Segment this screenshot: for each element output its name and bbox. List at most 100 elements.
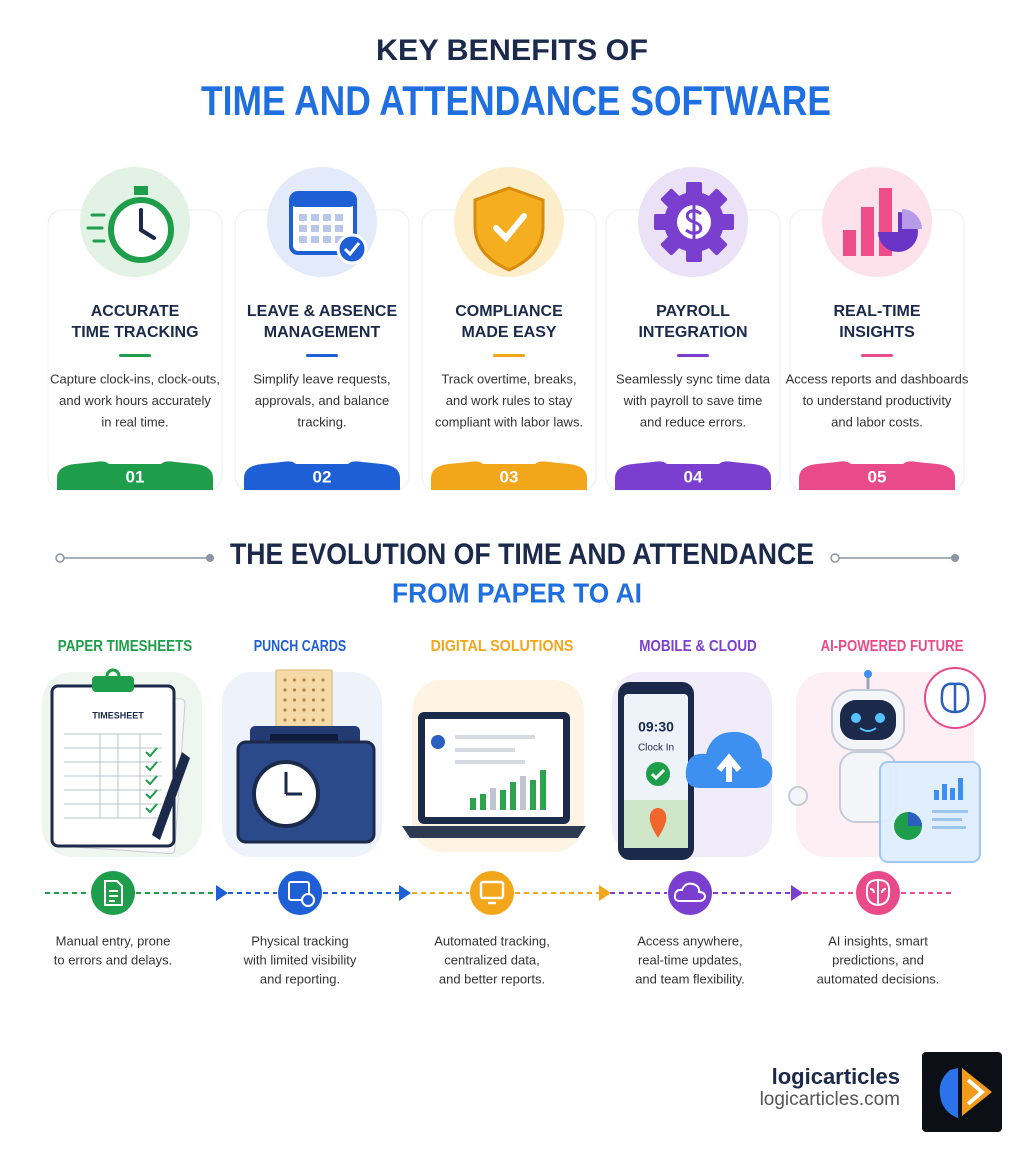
card-title: MADE EASY: [461, 324, 556, 341]
illustrations: [42, 667, 986, 863]
screen-bar: [480, 794, 486, 810]
dash-line: [932, 818, 962, 821]
card-description: Simplify leave requests,: [253, 371, 390, 386]
card-number: 02: [313, 467, 332, 486]
robot-hand: [788, 786, 808, 806]
card-title: MANAGEMENT: [264, 324, 381, 341]
cloud-arrow: [716, 753, 742, 782]
check: [145, 775, 158, 786]
icon: [311, 214, 319, 221]
card-title: INSIGHTS: [839, 324, 915, 341]
card-number: 04: [684, 467, 703, 486]
logo-mark: [939, 1068, 958, 1118]
glyph: [301, 893, 315, 907]
card-title: LEAVE & ABSENCE: [247, 303, 398, 320]
illustration-text: TIMESHEET: [92, 710, 144, 720]
glyph: [288, 881, 310, 901]
punch-hole: [311, 718, 316, 722]
stage-description: centralized data,: [444, 952, 539, 967]
icon: [311, 225, 319, 232]
screen-bar: [540, 770, 546, 810]
benefit-icons: [86, 182, 922, 272]
icon: [685, 205, 703, 239]
icon: [902, 209, 922, 229]
punch-hole: [292, 708, 297, 712]
icon: [473, 186, 545, 272]
punch-hole: [302, 708, 306, 712]
dash-bar: [942, 784, 947, 800]
punch-hole: [283, 698, 287, 702]
card-description: and reduce errors.: [640, 414, 746, 429]
screen-bar: [510, 782, 516, 810]
punch-hole: [311, 678, 316, 682]
icon: [335, 236, 343, 243]
icon: [86, 213, 106, 243]
timeline-icon: [470, 871, 514, 915]
icon: [861, 207, 874, 256]
icon: [493, 213, 527, 243]
punch-hole: [283, 718, 287, 722]
card-description: and work hours accurately: [59, 393, 211, 408]
card-description: tracking.: [297, 414, 346, 429]
decor-dot: [830, 553, 840, 563]
punch-hole: [292, 718, 297, 722]
icon: [291, 193, 355, 207]
timeline-arrow: [216, 885, 228, 901]
brain: [940, 682, 970, 714]
punch-hole: [321, 678, 325, 682]
clip: [92, 676, 134, 692]
number-tab: [244, 461, 400, 490]
card-title: ACCURATE: [91, 303, 180, 320]
punch-hole: [292, 698, 297, 702]
punch-hole: [302, 718, 306, 722]
robot-eye: [851, 713, 861, 723]
punch-hole: [311, 708, 316, 712]
card-description: Capture clock-ins, clock-outs,: [50, 371, 220, 386]
icon: [323, 214, 331, 221]
stage-description: predictions, and: [832, 952, 924, 967]
decor-dot: [55, 553, 65, 563]
card-description: compliant with labor laws.: [435, 414, 583, 429]
stage-description: automated decisions.: [817, 971, 940, 986]
stage-description: and reporting.: [260, 971, 340, 986]
timeline-icon: [278, 871, 322, 915]
punch-hole: [292, 678, 297, 682]
card-description: Track overtime, breaks,: [441, 371, 576, 386]
slot: [270, 734, 338, 742]
punch-hole: [283, 678, 287, 682]
number-tab: [57, 461, 213, 490]
clip-ring: [105, 668, 121, 684]
decor-dot: [951, 554, 959, 562]
screen-line: [455, 760, 525, 764]
card-title: REAL-TIME: [833, 303, 920, 320]
icon: [299, 236, 307, 243]
card-divider: [861, 354, 893, 357]
logo-mark: [966, 1078, 986, 1106]
antenna-tip: [864, 670, 872, 678]
card-description: approvals, and balance: [255, 393, 389, 408]
punch-hole: [311, 688, 316, 692]
glyph: [673, 882, 707, 902]
card-description: and work rules to stay: [446, 393, 573, 408]
glyph: [479, 880, 505, 900]
screen-bar: [500, 790, 506, 810]
avatar: [431, 735, 445, 749]
decor-dot: [206, 554, 214, 562]
number-tab: [615, 461, 771, 490]
illustration-text: Clock In: [638, 743, 674, 754]
stage-description: Automated tracking,: [434, 933, 550, 948]
screen-bar: [470, 798, 476, 810]
icon: [343, 242, 361, 257]
screen-bar: [520, 776, 526, 810]
punch-hole: [302, 688, 306, 692]
stage-description: Physical tracking: [251, 933, 349, 948]
stage-description: and team flexibility.: [635, 971, 745, 986]
stage-label: PUNCH CARDS: [254, 638, 347, 655]
punch-hole: [321, 688, 325, 692]
icon: [335, 225, 343, 232]
stage-description: Access anywhere,: [637, 933, 743, 948]
card-number: 01: [126, 467, 145, 486]
card-number: 05: [868, 467, 887, 486]
card-description: with payroll to save time: [623, 393, 763, 408]
screen-bar: [490, 788, 496, 810]
